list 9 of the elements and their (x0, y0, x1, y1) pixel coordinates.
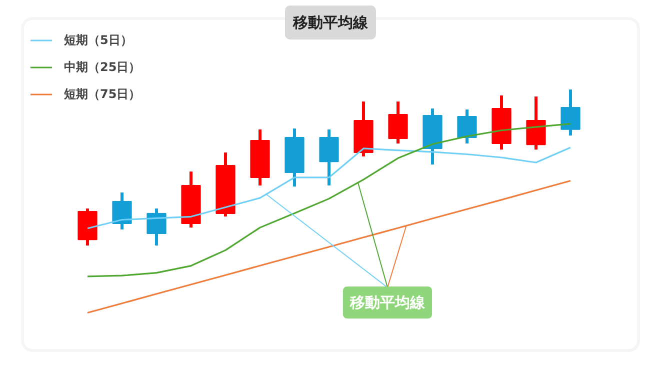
legend-label: 短期（75日） (64, 86, 141, 102)
legend-label: 短期（5日） (64, 32, 132, 48)
legend-label: 中期（25日） (64, 58, 141, 76)
text: 移動平均線 (349, 294, 426, 312)
candlestick (560, 90, 580, 136)
candlestick (457, 109, 477, 144)
candlestick (146, 208, 166, 246)
chart-title: 移動平均線 (292, 14, 369, 32)
candlestick (112, 192, 132, 230)
